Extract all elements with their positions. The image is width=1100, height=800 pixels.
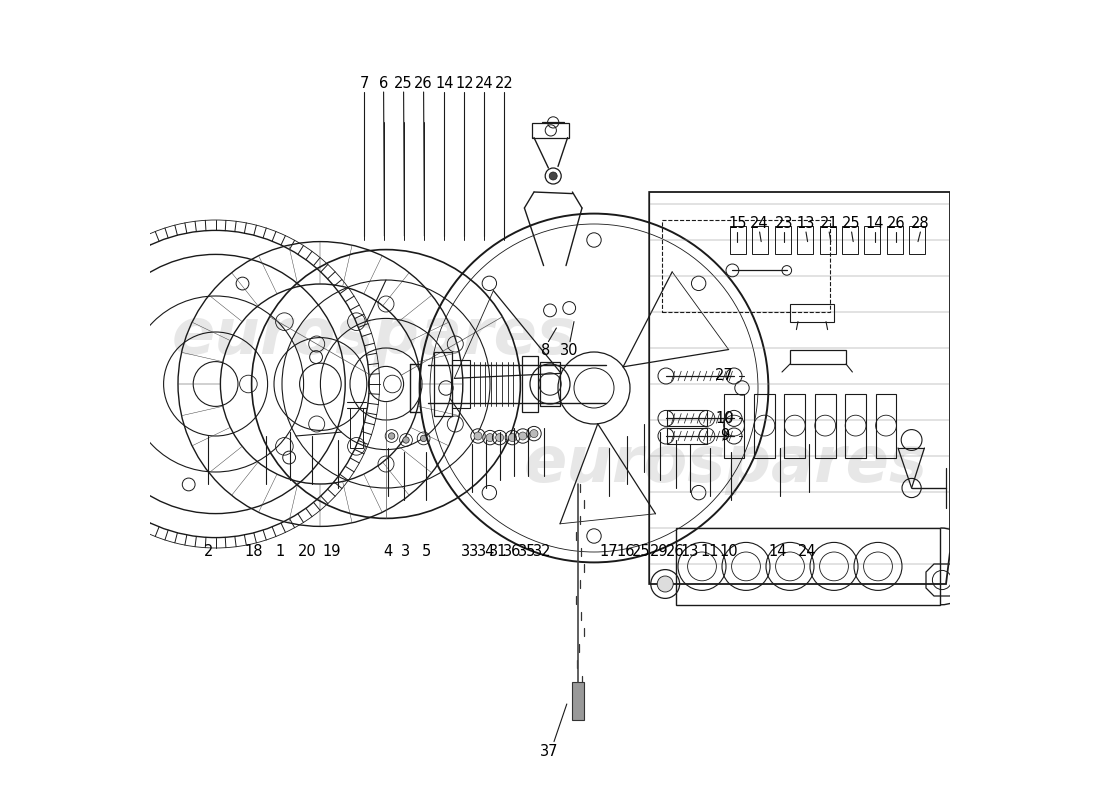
Text: eurospares: eurospares [172,305,576,367]
Text: 29: 29 [649,545,668,559]
Text: 17: 17 [600,545,618,559]
Text: 27: 27 [715,369,734,383]
FancyBboxPatch shape [572,682,584,720]
Text: 5: 5 [421,545,430,559]
Text: 19: 19 [322,545,341,559]
Text: 13: 13 [680,545,698,559]
Text: 10: 10 [715,411,734,426]
Text: 14: 14 [768,545,786,559]
Circle shape [496,434,504,442]
Text: 14: 14 [866,217,884,231]
Text: 4: 4 [384,545,393,559]
Text: 28: 28 [911,217,930,231]
Circle shape [420,435,427,442]
Text: 32: 32 [532,545,551,559]
Text: eurospares: eurospares [524,433,928,495]
Text: 1: 1 [276,545,285,559]
Text: 13: 13 [796,217,815,231]
Circle shape [486,434,494,442]
Text: 25: 25 [631,545,650,559]
Text: 12: 12 [455,77,474,91]
Text: 36: 36 [503,545,521,559]
Text: 26: 26 [666,545,684,559]
Text: 8: 8 [540,343,550,358]
Circle shape [474,432,482,440]
Text: 24: 24 [799,545,817,559]
Text: 16: 16 [616,545,635,559]
Circle shape [549,172,558,180]
Circle shape [530,430,538,438]
Text: 33: 33 [461,545,480,559]
Text: 30: 30 [560,343,579,358]
Circle shape [388,433,395,439]
Text: 15: 15 [728,217,747,231]
Text: 7: 7 [360,77,370,91]
Text: 9: 9 [719,429,729,443]
Text: 14: 14 [436,77,453,91]
Text: 24: 24 [750,217,769,231]
Circle shape [508,434,516,442]
Text: 34: 34 [476,545,495,559]
Text: 22: 22 [495,77,514,91]
Text: 26: 26 [887,217,905,231]
Circle shape [657,576,673,592]
Circle shape [519,432,527,440]
Circle shape [403,437,409,443]
Text: 25: 25 [843,217,861,231]
Text: 6: 6 [379,77,388,91]
Text: 11: 11 [701,545,719,559]
Text: 37: 37 [540,745,559,759]
Text: 26: 26 [415,77,433,91]
Text: 3: 3 [402,545,410,559]
Text: 10: 10 [719,545,738,559]
Text: 23: 23 [776,217,794,231]
Text: 20: 20 [297,545,316,559]
Text: 18: 18 [244,545,263,559]
Text: 21: 21 [820,217,838,231]
Text: 25: 25 [394,77,412,91]
Text: 31: 31 [488,545,507,559]
Text: 24: 24 [475,77,494,91]
Text: 35: 35 [518,545,536,559]
Text: 2: 2 [204,545,213,559]
